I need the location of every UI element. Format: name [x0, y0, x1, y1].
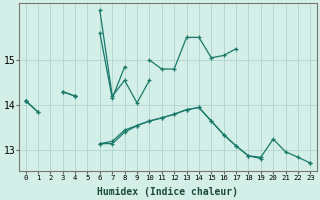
X-axis label: Humidex (Indice chaleur): Humidex (Indice chaleur): [98, 186, 238, 197]
